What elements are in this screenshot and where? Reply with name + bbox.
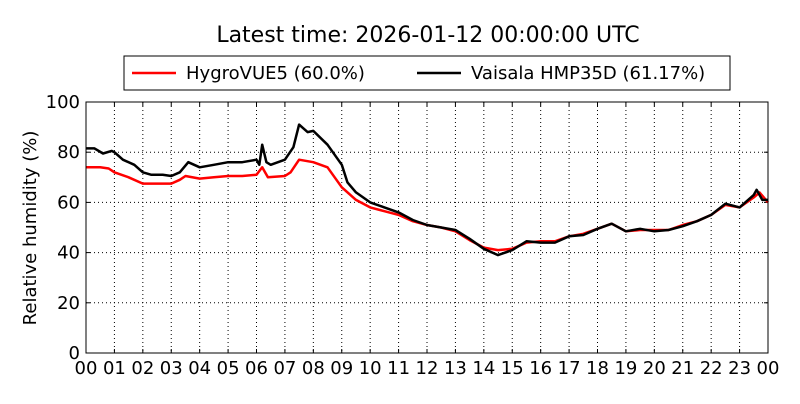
axis-ticks: 00 01 02 03 04 05 06 07 08 09 10 11 12 13 14 15 16 17 18 19… xyxy=(46,92,780,379)
plot-frame xyxy=(85,101,769,354)
y-tick-label: 0 xyxy=(69,343,80,364)
series-line-vaisala xyxy=(86,123,768,257)
x-tick-label: 22 xyxy=(700,358,723,379)
y-tick-label: 60 xyxy=(57,192,80,213)
legend-label-hygrovue5: HygroVUE5 (60.0%) xyxy=(186,63,365,84)
legend-label-vaisala: Vaisala HMP35D (61.17%) xyxy=(471,63,705,84)
x-tick-label: 07 xyxy=(273,358,296,379)
x-tick-label: 21 xyxy=(671,358,694,379)
x-tick-label: 19 xyxy=(614,358,637,379)
x-tick-label: 14 xyxy=(472,358,495,379)
x-tick-label: 13 xyxy=(444,358,467,379)
series-line-hygrovue5 xyxy=(86,158,769,252)
legend: HygroVUE5 (60.0%) Vaisala HMP35D (61.17%… xyxy=(123,55,731,91)
x-tick-label: 06 xyxy=(245,358,268,379)
x-tick-label: 09 xyxy=(330,358,353,379)
x-tick-label: 03 xyxy=(160,358,183,379)
y-tick-label: 80 xyxy=(57,142,80,163)
y-tick-label: 20 xyxy=(57,293,80,314)
grid xyxy=(85,101,769,354)
x-tick-label: 12 xyxy=(416,358,439,379)
series-lines xyxy=(86,123,769,257)
x-tick-label: 11 xyxy=(387,358,410,379)
x-tick-label: 18 xyxy=(586,358,609,379)
x-tick-label: 16 xyxy=(529,358,552,379)
x-tick-label: 20 xyxy=(643,358,666,379)
x-tick-label: 08 xyxy=(302,358,325,379)
x-tick-label: 23 xyxy=(728,358,751,379)
x-tick-label: 17 xyxy=(558,358,581,379)
y-tick-label: 100 xyxy=(46,92,80,113)
x-tick-label: 00 xyxy=(757,358,780,379)
x-tick-label: 00 xyxy=(75,358,98,379)
x-tick-label: 02 xyxy=(131,358,154,379)
y-axis-label: Relative humidity (%) xyxy=(20,131,41,326)
x-tick-label: 10 xyxy=(359,358,382,379)
y-tick-label: 40 xyxy=(57,243,80,264)
chart-title: Latest time: 2026-01-12 00:00:00 UTC xyxy=(216,23,639,48)
x-tick-label: 05 xyxy=(217,358,240,379)
x-tick-label: 15 xyxy=(501,358,524,379)
x-tick-label: 01 xyxy=(103,358,126,379)
x-tick-label: 04 xyxy=(188,358,211,379)
